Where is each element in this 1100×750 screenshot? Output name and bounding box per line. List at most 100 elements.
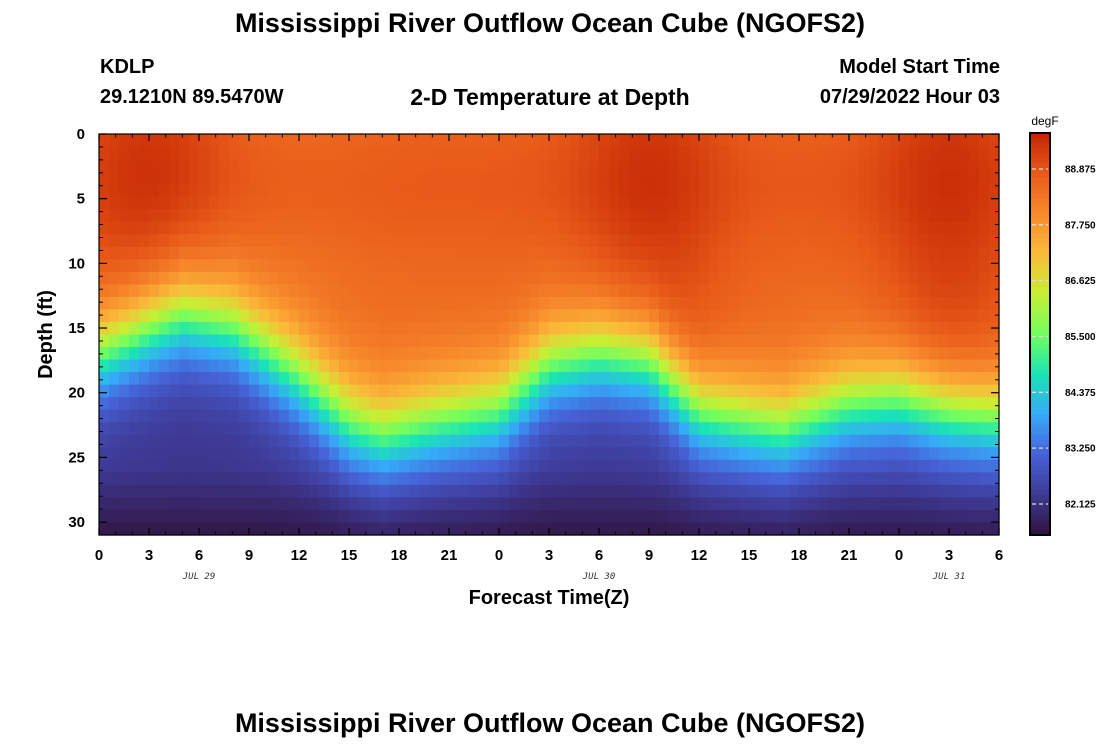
heatmap-cell — [209, 296, 220, 311]
heatmap-cell — [709, 384, 720, 398]
heatmap-cell — [979, 146, 990, 160]
heatmap-cell — [369, 372, 380, 386]
heatmap-cell — [859, 484, 870, 499]
x-tick-label: 21 — [841, 547, 858, 564]
heatmap-cell — [419, 459, 430, 473]
heatmap-cell — [779, 234, 790, 248]
heatmap-cell — [819, 397, 830, 411]
heatmap-cell — [949, 321, 960, 336]
heatmap-cell — [189, 309, 200, 323]
heatmap-cell — [239, 171, 250, 185]
heatmap-cell — [859, 171, 870, 185]
heatmap-cell — [589, 271, 600, 285]
heatmap-cell — [619, 221, 630, 235]
heatmap-cell — [229, 409, 240, 423]
heatmap-cell — [969, 234, 980, 248]
heatmap-cell — [749, 384, 760, 398]
heatmap-cell — [519, 209, 530, 223]
heatmap-cell — [759, 259, 770, 273]
heatmap-cell — [669, 372, 680, 386]
heatmap-cell — [879, 284, 890, 298]
heatmap-cell — [459, 334, 470, 348]
heatmap-cell — [239, 271, 250, 285]
heatmap-cell — [469, 134, 480, 148]
heatmap-cell — [439, 271, 450, 285]
heatmap-cell — [949, 447, 960, 461]
heatmap-cell — [699, 484, 710, 499]
heatmap-cell — [769, 134, 780, 148]
heatmap-cell — [409, 522, 420, 536]
heatmap-cell — [389, 434, 400, 448]
heatmap-cell — [169, 221, 180, 235]
heatmap-cell — [859, 259, 870, 273]
heatmap-cell — [319, 246, 330, 260]
heatmap-cell — [329, 321, 340, 336]
heatmap-cell — [439, 497, 450, 511]
heatmap-cell — [629, 309, 640, 323]
heatmap-cell — [629, 246, 640, 260]
heatmap-cell — [929, 309, 940, 323]
heatmap-cell — [409, 246, 420, 260]
heatmap-cell — [319, 447, 330, 461]
heatmap-cell — [519, 422, 530, 436]
heatmap-cell — [879, 522, 890, 536]
heatmap-cell — [169, 509, 180, 524]
heatmap-cell — [409, 309, 420, 323]
heatmap-cell — [249, 347, 260, 361]
heatmap-cell — [139, 384, 150, 398]
heatmap-cell — [699, 409, 710, 423]
heatmap-cell — [279, 359, 290, 373]
heatmap-cell — [669, 497, 680, 511]
heatmap-cell — [709, 196, 720, 210]
heatmap-cell — [919, 397, 930, 411]
heatmap-cell — [319, 196, 330, 210]
heatmap-cell — [619, 409, 630, 423]
heatmap-cell — [209, 434, 220, 448]
heatmap-cell — [909, 397, 920, 411]
heatmap-cell — [749, 259, 760, 273]
heatmap-cell — [169, 497, 180, 511]
heatmap-cell — [259, 397, 270, 411]
heatmap-cell — [559, 234, 570, 248]
heatmap-cell — [929, 484, 940, 499]
heatmap-cell — [929, 372, 940, 386]
heatmap-cell — [159, 309, 170, 323]
colorbar-segment — [1030, 298, 1050, 305]
heatmap-cell — [759, 146, 770, 160]
colorbar-segment — [1030, 509, 1050, 516]
colorbar-segment — [1030, 248, 1050, 255]
heatmap-cell — [829, 497, 840, 511]
colorbar-segment — [1030, 318, 1050, 325]
colorbar-segment — [1030, 524, 1050, 531]
heatmap-cell — [339, 321, 350, 336]
heatmap-cell — [899, 234, 910, 248]
heatmap-cell — [939, 397, 950, 411]
heatmap-cell — [269, 334, 280, 348]
heatmap-cell — [929, 296, 940, 311]
heatmap-cell — [669, 321, 680, 336]
heatmap-cell — [789, 422, 800, 436]
heatmap-cell — [309, 196, 320, 210]
heatmap-cell — [439, 409, 450, 423]
heatmap-cell — [549, 509, 560, 524]
heatmap-cell — [329, 221, 340, 235]
heatmap-cell — [299, 422, 310, 436]
heatmap-cell — [249, 459, 260, 473]
heatmap-cell — [129, 472, 140, 486]
heatmap-cell — [169, 246, 180, 260]
heatmap-cell — [419, 509, 430, 524]
heatmap-cell — [109, 134, 120, 148]
heatmap-cell — [239, 484, 250, 499]
heatmap-cell — [709, 447, 720, 461]
heatmap-cell — [519, 434, 530, 448]
heatmap-cell — [709, 184, 720, 198]
heatmap-cell — [849, 196, 860, 210]
heatmap-cell — [579, 146, 590, 160]
heatmap-cell — [229, 347, 240, 361]
heatmap-cell — [779, 409, 790, 423]
heatmap-cell — [879, 384, 890, 398]
heatmap-cell — [139, 397, 150, 411]
heatmap-cell — [499, 509, 510, 524]
heatmap-cell — [129, 347, 140, 361]
heatmap-cell — [689, 422, 700, 436]
